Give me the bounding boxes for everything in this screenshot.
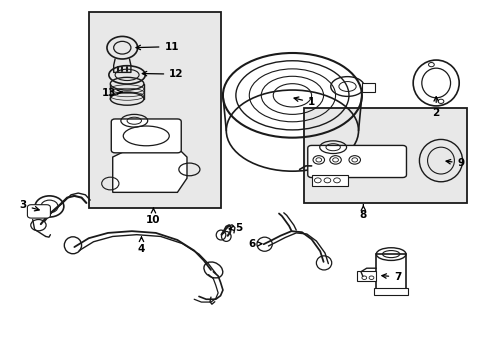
FancyBboxPatch shape [111, 119, 181, 153]
Text: 5: 5 [229, 222, 242, 233]
Text: 1: 1 [293, 97, 315, 107]
Bar [89, 12, 220, 208]
Text: 6: 6 [247, 239, 262, 249]
Bar [376, 254, 405, 291]
Text: 9: 9 [445, 158, 464, 168]
Text: 7: 7 [381, 272, 401, 282]
FancyBboxPatch shape [27, 205, 50, 218]
Text: 10: 10 [146, 208, 161, 225]
Text: 4: 4 [138, 237, 145, 254]
Bar [361, 83, 375, 92]
Text: 2: 2 [432, 97, 439, 118]
Bar [311, 175, 347, 186]
FancyBboxPatch shape [307, 145, 406, 177]
Text: 8: 8 [359, 205, 366, 220]
Bar [373, 288, 407, 294]
Text: 3: 3 [20, 201, 39, 211]
Text: 11: 11 [136, 42, 179, 51]
Text: 13: 13 [102, 87, 122, 98]
Text: 12: 12 [142, 69, 183, 79]
Bar [304, 108, 467, 203]
Polygon shape [112, 150, 186, 192]
Bar [356, 271, 376, 281]
